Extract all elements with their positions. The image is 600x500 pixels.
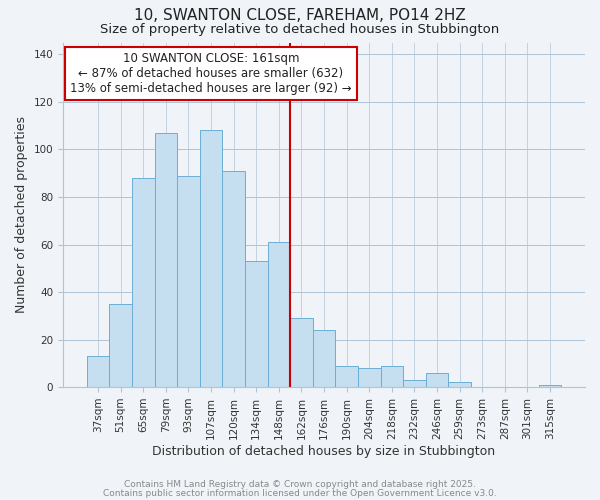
Bar bbox=[290, 318, 313, 387]
Text: Contains HM Land Registry data © Crown copyright and database right 2025.: Contains HM Land Registry data © Crown c… bbox=[124, 480, 476, 489]
Bar bbox=[425, 373, 448, 387]
Bar bbox=[448, 382, 471, 387]
Bar bbox=[155, 133, 177, 387]
X-axis label: Distribution of detached houses by size in Stubbington: Distribution of detached houses by size … bbox=[152, 444, 496, 458]
Text: 10, SWANTON CLOSE, FAREHAM, PO14 2HZ: 10, SWANTON CLOSE, FAREHAM, PO14 2HZ bbox=[134, 8, 466, 22]
Bar bbox=[109, 304, 132, 387]
Bar bbox=[132, 178, 155, 387]
Bar bbox=[403, 380, 425, 387]
Bar bbox=[223, 171, 245, 387]
Bar bbox=[245, 261, 268, 387]
Text: Size of property relative to detached houses in Stubbington: Size of property relative to detached ho… bbox=[100, 22, 500, 36]
Bar bbox=[313, 330, 335, 387]
Y-axis label: Number of detached properties: Number of detached properties bbox=[15, 116, 28, 314]
Bar bbox=[268, 242, 290, 387]
Text: Contains public sector information licensed under the Open Government Licence v3: Contains public sector information licen… bbox=[103, 488, 497, 498]
Bar bbox=[380, 366, 403, 387]
Bar bbox=[335, 366, 358, 387]
Bar bbox=[539, 384, 561, 387]
Text: 10 SWANTON CLOSE: 161sqm
← 87% of detached houses are smaller (632)
13% of semi-: 10 SWANTON CLOSE: 161sqm ← 87% of detach… bbox=[70, 52, 352, 95]
Bar bbox=[358, 368, 380, 387]
Bar bbox=[200, 130, 223, 387]
Bar bbox=[177, 176, 200, 387]
Bar bbox=[87, 356, 109, 387]
